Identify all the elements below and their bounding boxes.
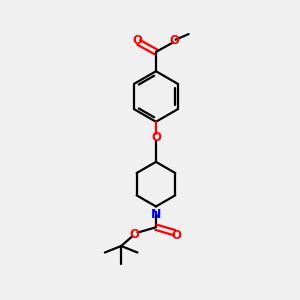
Text: O: O	[169, 34, 179, 46]
Text: N: N	[151, 208, 161, 221]
Text: O: O	[130, 228, 140, 241]
Text: O: O	[172, 229, 182, 242]
Text: O: O	[151, 131, 161, 144]
Text: O: O	[133, 34, 142, 46]
